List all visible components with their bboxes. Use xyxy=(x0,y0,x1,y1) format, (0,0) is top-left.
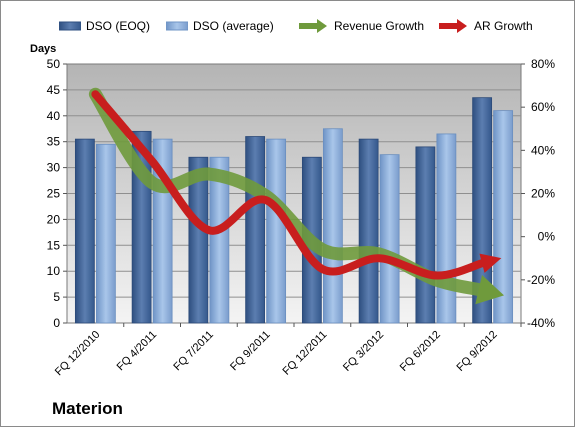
legend-revenue: Revenue Growth xyxy=(297,17,424,35)
x-tick-label: FQ 9/2011 xyxy=(228,329,273,374)
y2-tick-label: 0% xyxy=(538,230,556,244)
dso-avg-bar xyxy=(266,138,287,324)
y-tick-label: 20 xyxy=(47,212,61,226)
y-tick-label: 0 xyxy=(53,316,60,330)
y-tick-label: 35 xyxy=(47,135,61,149)
legend-dso-eoq: DSO (EOQ) xyxy=(59,17,150,35)
y2-tick-label: 60% xyxy=(531,100,555,114)
legend-dso-avg: DSO (average) xyxy=(166,17,274,35)
x-tick-label: FQ 6/2012 xyxy=(398,329,443,374)
dso-avg-bar xyxy=(436,133,457,324)
y2-tick-label: -40% xyxy=(527,316,555,330)
x-tick-label: FQ 12/2011 xyxy=(281,329,330,378)
y-axis-title: Days xyxy=(30,43,57,55)
legend-dso-eoq-label: DSO (EOQ) xyxy=(86,19,151,33)
dso-avg-swatch xyxy=(166,21,188,31)
y2-tick-label: -20% xyxy=(527,273,555,287)
dso-avg-bar xyxy=(209,156,230,324)
y2-tick-label: 40% xyxy=(531,143,555,157)
dso-eoq-swatch xyxy=(59,21,81,31)
y-tick-label: 10 xyxy=(47,264,61,278)
y-tick-label: 5 xyxy=(53,290,60,304)
left-axis-ticks: 0 5 10 15 20 25 30 35 40 45 50 xyxy=(47,57,67,330)
category-labels: FQ 12/2010 FQ 4/2011 FQ 7/2011 FQ 9/2011 FQ … xyxy=(53,323,522,379)
ar-growth-arrow xyxy=(91,90,486,280)
dso-avg-bar xyxy=(95,143,116,324)
x-tick-label: FQ 7/2011 xyxy=(171,329,216,374)
y-tick-label: 30 xyxy=(47,161,61,175)
dso-avg-bar xyxy=(322,128,343,324)
legend-ar: AR Growth xyxy=(437,17,533,35)
x-tick-label: FQ 3/2012 xyxy=(341,329,386,374)
dso-avg-bar xyxy=(493,110,514,324)
y2-tick-label: 80% xyxy=(531,57,555,71)
y-tick-label: 45 xyxy=(47,83,61,97)
legend-revenue-label: Revenue Growth xyxy=(334,19,425,33)
dso-eoq-bar xyxy=(188,156,209,324)
dso-avg-bar xyxy=(379,154,400,324)
dso-eoq-bar xyxy=(245,136,266,324)
dso-eoq-bar xyxy=(415,146,436,324)
ar-arrow-icon xyxy=(439,19,467,33)
legend-ar-label: AR Growth xyxy=(474,19,533,33)
x-tick-label: FQ 12/2010 xyxy=(53,329,103,379)
x-tick-label: FQ 4/2011 xyxy=(115,329,160,374)
y2-tick-label: 20% xyxy=(531,187,555,201)
dso-eoq-bar xyxy=(74,138,95,324)
company-name: Materion xyxy=(52,399,123,418)
revenue-arrow-icon xyxy=(299,19,327,33)
x-tick-label: FQ 9/2012 xyxy=(455,329,500,374)
ar-growth-arrowhead xyxy=(479,253,502,273)
y-tick-label: 40 xyxy=(47,109,61,123)
dso-eoq-bar xyxy=(358,138,379,324)
legend-dso-avg-label: DSO (average) xyxy=(193,19,274,33)
right-axis-ticks: -40% -20% 0% 20% 40% 60% 80% xyxy=(521,57,555,330)
y-tick-label: 50 xyxy=(47,57,61,71)
y-tick-label: 25 xyxy=(47,187,61,201)
y-tick-label: 15 xyxy=(47,238,61,252)
revenue-growth-arrowhead xyxy=(475,274,505,305)
growth-arrows xyxy=(88,87,505,305)
